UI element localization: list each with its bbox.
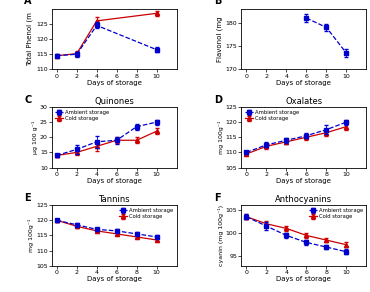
Y-axis label: mg 100g⁻¹: mg 100g⁻¹ [28,219,34,252]
Title: Tannins: Tannins [98,195,130,204]
X-axis label: Days of storage: Days of storage [87,80,142,86]
Y-axis label: cyanin (mg 100g⁻¹): cyanin (mg 100g⁻¹) [218,205,224,266]
Legend: Ambient storage, Cold storage: Ambient storage, Cold storage [54,110,110,122]
Legend: Ambient storage, Cold storage: Ambient storage, Cold storage [244,110,299,122]
Title: Quinones: Quinones [94,97,134,106]
X-axis label: Days of storage: Days of storage [87,276,142,282]
X-axis label: Days of storage: Days of storage [276,178,332,184]
Legend: Ambient storage, Cold storage: Ambient storage, Cold storage [119,208,174,220]
Text: F: F [214,193,221,203]
Text: D: D [214,95,222,105]
Text: A: A [24,0,32,6]
Text: C: C [24,95,31,105]
Y-axis label: μg 100 g⁻¹: μg 100 g⁻¹ [32,121,38,154]
Y-axis label: Total Phenol (m: Total Phenol (m [27,12,33,66]
Legend: Ambient storage, Cold storage: Ambient storage, Cold storage [308,208,364,220]
X-axis label: Days of storage: Days of storage [87,178,142,184]
Text: B: B [214,0,221,6]
Title: Oxalates: Oxalates [285,97,323,106]
Title: Anthocyanins: Anthocyanins [275,195,333,204]
Text: E: E [24,193,31,203]
X-axis label: Days of storage: Days of storage [276,276,332,282]
Y-axis label: Flavonol (mg: Flavonol (mg [216,16,223,62]
X-axis label: Days of storage: Days of storage [276,80,332,86]
Y-axis label: mg 100g⁻¹: mg 100g⁻¹ [218,121,224,154]
